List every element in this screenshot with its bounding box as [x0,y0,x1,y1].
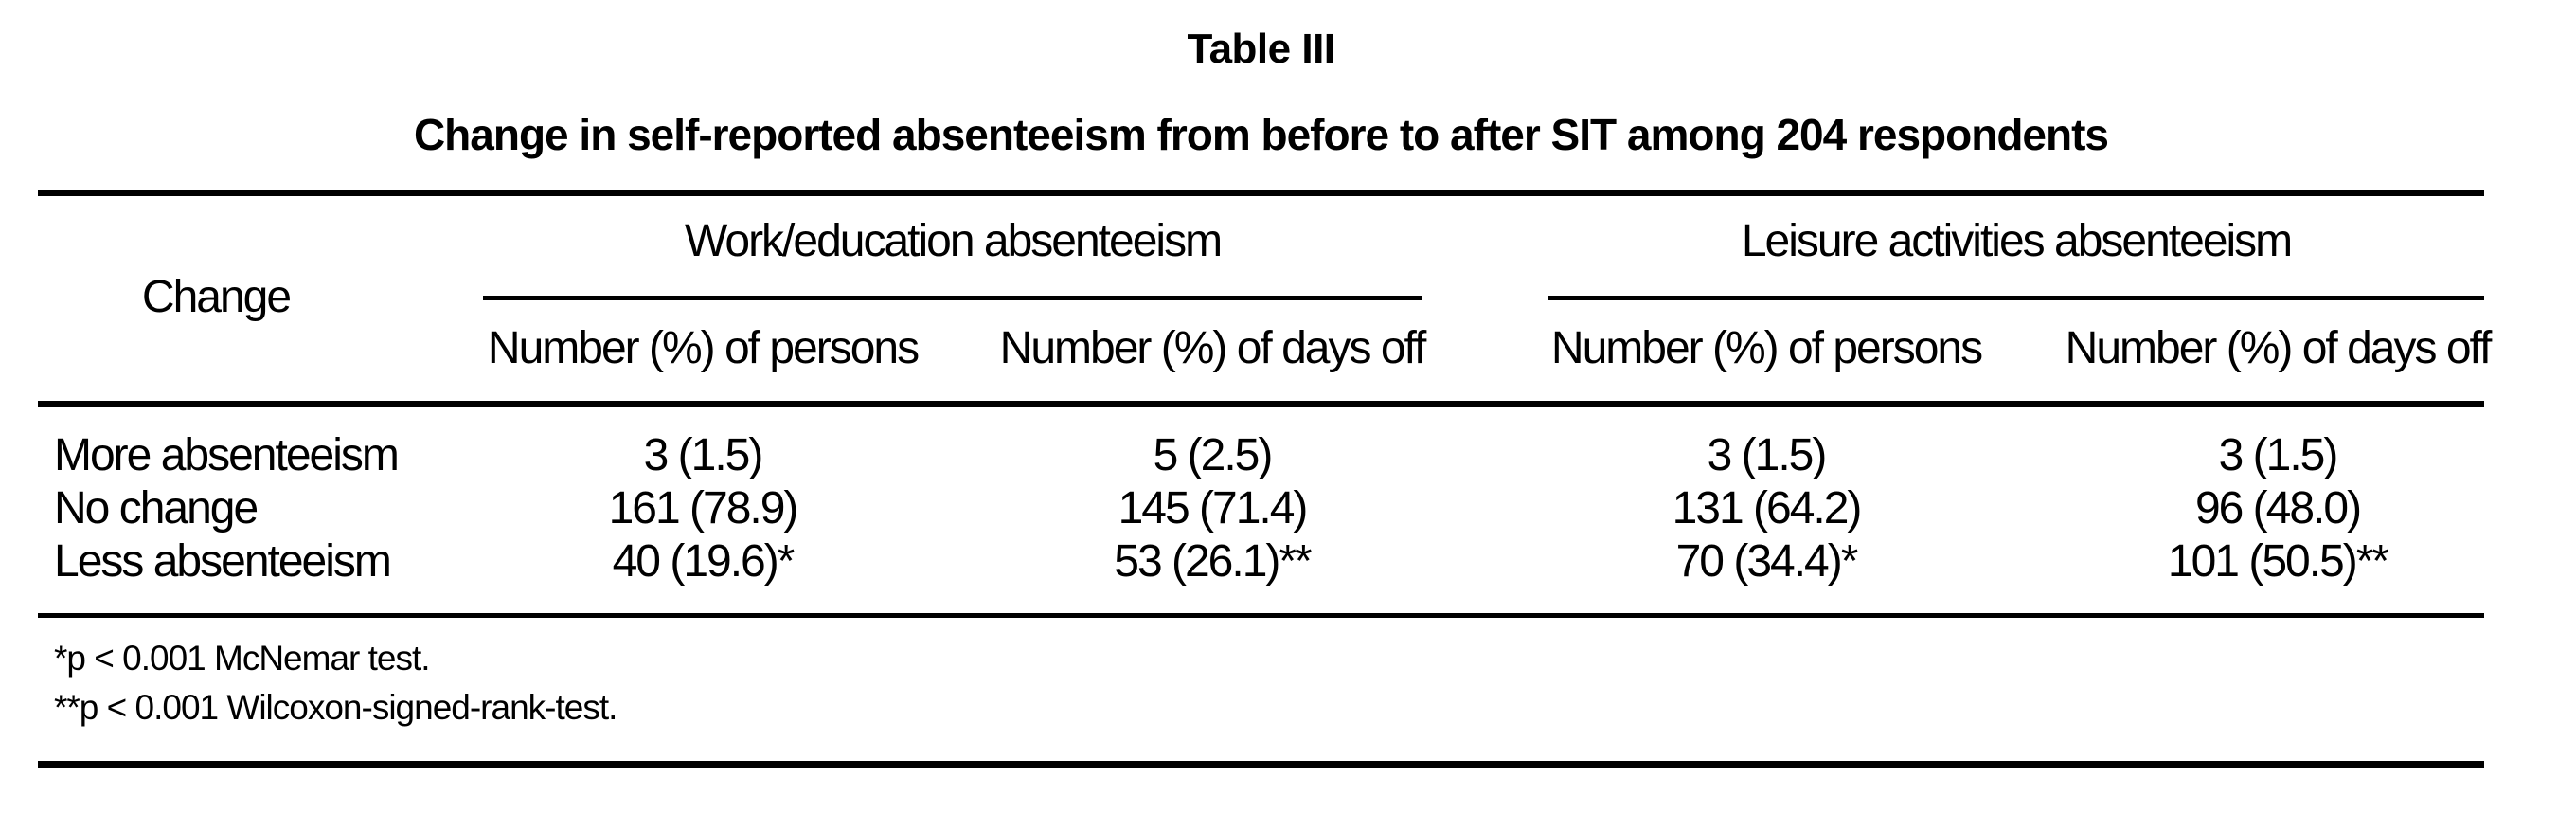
table-row-less-absenteeism: Less absenteeism 40 (19.6)* 53 (26.1)** … [0,539,2576,592]
table-cell: 101 (50.5)** [2167,536,2389,587]
footnote-mcnemar: *p < 0.001 McNemar test. [54,639,431,678]
table-cell: 40 (19.6)* [612,536,796,587]
work-education-group-header: Work/education absenteeism [684,216,1223,266]
header-bottom-rule [38,401,2484,407]
top-rule [38,190,2484,196]
work-group-underline-rule [483,296,1422,300]
table-bottom-rule [38,761,2484,768]
table-number: Table III [1187,26,1335,72]
col-header-work-persons: Number (%) of persons [487,323,920,373]
leisure-group-underline-rule [1548,296,2484,300]
footnote-wilcoxon: **p < 0.001 Wilcoxon-signed-rank-test. [54,688,617,727]
table-cell: 3 (1.5) [1707,430,1828,480]
table-cell: 145 (71.4) [1118,483,1309,534]
table-cell: 53 (26.1)** [1114,536,1312,587]
col-header-work-days-off: Number (%) of days off [999,323,1427,373]
table-cell: 131 (64.2) [1672,483,1863,534]
table-cell: 161 (78.9) [608,483,799,534]
change-column-header: Change [141,272,292,322]
table-cell: 96 (48.0) [2194,483,2362,534]
row-label: More absenteeism [54,430,400,480]
table-cell: 70 (34.4)* [1675,536,1859,587]
table-row-no-change: No change 161 (78.9) 145 (71.4) 131 (64.… [0,486,2576,539]
col-header-leisure-persons: Number (%) of persons [1550,323,1983,373]
table-caption: Change in self-reported absenteeism from… [413,110,2109,159]
table-row-more-absenteeism: More absenteeism 3 (1.5) 5 (2.5) 3 (1.5)… [0,433,2576,486]
leisure-activities-group-header: Leisure activities absenteeism [1741,216,2293,266]
table-cell: 3 (1.5) [643,430,764,480]
table-cell: 5 (2.5) [1153,430,1274,480]
row-label: Less absenteeism [54,536,392,587]
body-bottom-rule [38,613,2484,618]
row-label: No change [54,483,259,534]
col-header-leisure-days-off: Number (%) of days off [2065,323,2493,373]
table-cell: 3 (1.5) [2218,430,2339,480]
